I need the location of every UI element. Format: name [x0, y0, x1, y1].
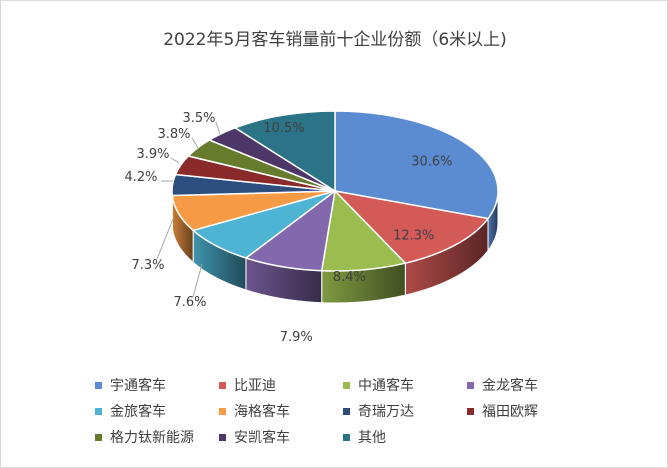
data-label-3: 7.9% [280, 330, 313, 345]
data-label-1: 12.3% [393, 228, 434, 243]
data-label-10: 10.5% [263, 121, 304, 136]
legend-item-2: 中通客车 [343, 375, 467, 395]
pie-slice-10 [233, 110, 336, 193]
pie-slice-0 [334, 110, 499, 220]
legend-swatch-6 [343, 407, 350, 415]
chart-title: 2022年5月客车销量前十企业份额（6米以上) [163, 30, 507, 50]
data-label-2: 8.4% [333, 270, 366, 285]
legend-item-10: 其他 [343, 427, 467, 447]
legend-swatch-4 [95, 407, 102, 415]
leader-line-7 [170, 157, 180, 164]
legend-label-1: 比亚迪 [234, 378, 276, 394]
legend-label-9: 安凯客车 [234, 430, 290, 446]
legend-label-0: 宇通客车 [110, 378, 166, 394]
legend-swatch-3 [467, 381, 474, 389]
legend-label-10: 其他 [358, 430, 386, 446]
data-label-6: 4.2% [124, 170, 157, 185]
legend-item-9: 安凯客车 [219, 427, 343, 447]
data-label-8: 3.8% [157, 127, 190, 142]
leader-line-8 [191, 137, 199, 149]
legend-swatch-9 [219, 433, 226, 441]
pie-slice-1 [332, 189, 490, 264]
pie-slice-2 [320, 189, 407, 272]
legend-label-3: 金龙客车 [482, 378, 538, 394]
legend-swatch-2 [343, 381, 350, 389]
legend-swatch-5 [219, 407, 226, 415]
legend-item-0: 宇通客车 [95, 375, 219, 395]
leader-line-4 [192, 263, 203, 298]
data-label-9: 3.5% [182, 111, 215, 126]
data-label-5: 7.3% [131, 258, 164, 273]
legend-item-6: 奇瑞万达 [343, 401, 467, 421]
data-label-0: 30.6% [411, 155, 452, 170]
legend-item-7: 福田欧辉 [467, 401, 591, 421]
data-label-4: 7.6% [173, 295, 206, 310]
legend-item-1: 比亚迪 [219, 375, 343, 395]
legend-label-5: 海格客车 [234, 404, 290, 420]
leader-line-9 [215, 121, 221, 135]
legend-item-5: 海格客车 [219, 401, 343, 421]
legend-swatch-10 [343, 433, 350, 441]
legend-label-8: 格力钛新能源 [110, 430, 194, 446]
legend-swatch-8 [95, 433, 102, 441]
legend-label-4: 金旅客车 [110, 404, 166, 420]
legend-label-6: 奇瑞万达 [358, 404, 414, 420]
data-label-7: 3.9% [136, 147, 169, 162]
legend-item-8: 格力钛新能源 [95, 427, 219, 447]
legend-swatch-1 [219, 381, 226, 389]
leader-line-5 [156, 218, 174, 260]
legend: 宇通客车 比亚迪 中通客车 金龙客车金旅客车 海格客车 奇瑞万达 福田欧辉格力钛新能源 安凯客… [95, 375, 615, 447]
legend-label-2: 中通客车 [358, 378, 414, 394]
legend-item-3: 金龙客车 [467, 375, 591, 395]
legend-label-7: 福田欧辉 [482, 404, 538, 420]
legend-swatch-7 [467, 407, 474, 415]
legend-swatch-0 [95, 381, 102, 389]
legend-item-4: 金旅客车 [95, 401, 219, 421]
